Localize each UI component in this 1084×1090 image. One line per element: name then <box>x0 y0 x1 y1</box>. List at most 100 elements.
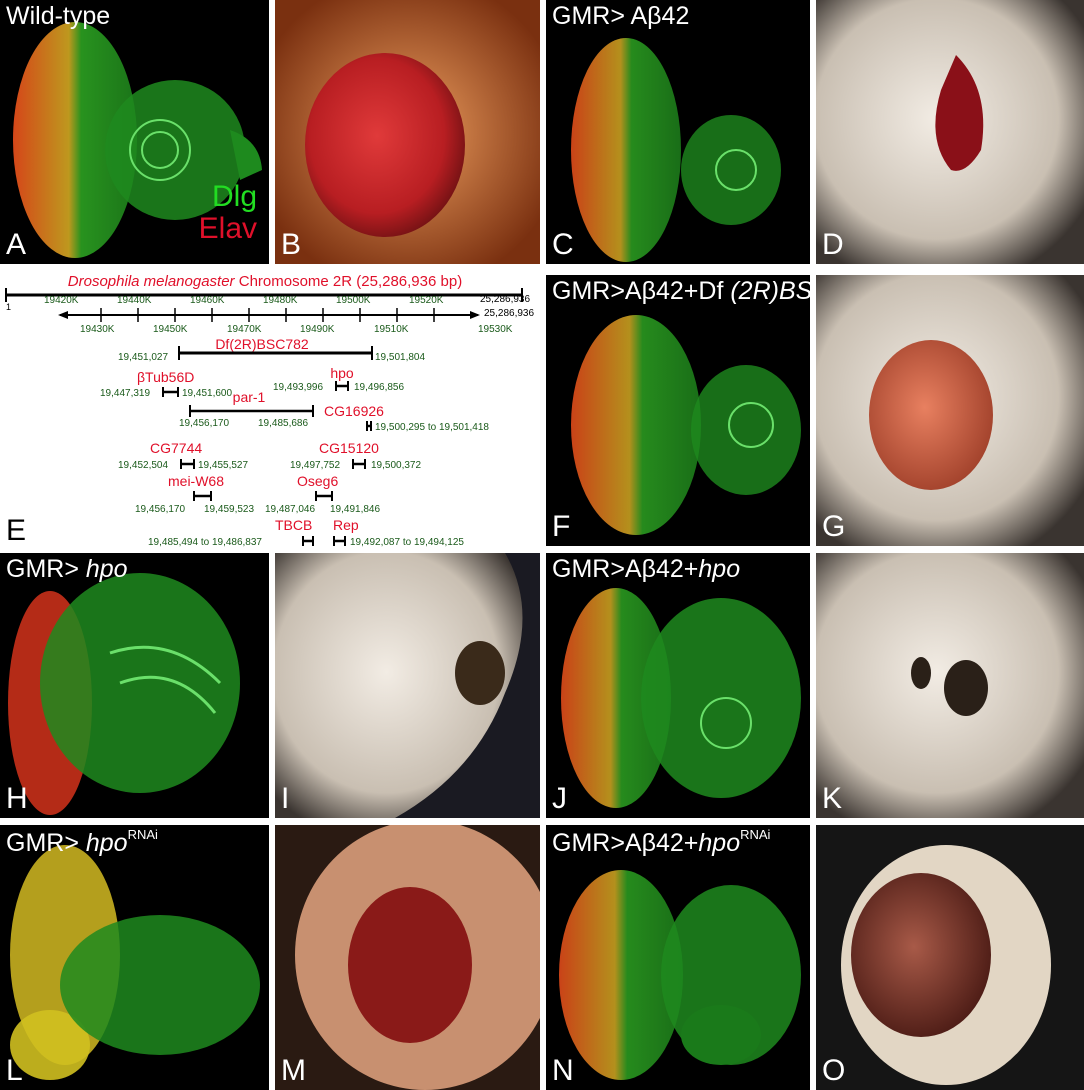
panel-label: F <box>552 510 571 543</box>
gene-name: CG15120 <box>319 440 379 456</box>
eye-disc-image <box>571 315 801 535</box>
panel-title: GMR> hpoRNAi <box>6 827 158 857</box>
adult-eye-image <box>816 275 1084 546</box>
eye-disc-image <box>10 845 260 1080</box>
panel-title: GMR> hpo <box>6 555 128 583</box>
gene-name: βTub56D <box>137 369 194 385</box>
tick-upper: 19520K <box>409 295 444 306</box>
gene-name: Rep <box>333 517 359 533</box>
adult-eye-image <box>816 825 1084 1090</box>
panel-d-adult-eye-abeta42: D <box>816 0 1084 264</box>
tick-lower: 19530K <box>478 324 513 335</box>
panel-b-adult-eye-wild-type: B <box>275 0 540 264</box>
gene-name: mei-W68 <box>168 473 224 489</box>
gene-start: 19,497,752 <box>290 460 340 471</box>
gene-start: 19,456,170 <box>135 504 185 515</box>
gene-name: hpo <box>330 365 354 381</box>
gene-name: Oseg6 <box>297 473 338 489</box>
eye-disc-image <box>8 573 240 815</box>
panel-i-adult-eye-hpo: I <box>275 553 540 818</box>
gene-name: CG16926 <box>324 403 384 419</box>
panel-label: C <box>552 228 574 261</box>
adult-eye-image <box>275 0 540 264</box>
eye-disc-image <box>571 38 781 262</box>
gene-name: par-1 <box>233 389 266 405</box>
panel-label: G <box>822 510 846 543</box>
panel-label: A <box>6 228 27 261</box>
panel-g-adult-eye-abeta42-df: G <box>816 275 1084 546</box>
gene-range: 19,492,087 to 19,494,125 <box>350 537 464 548</box>
panel-c-eye-disc-abeta42: GMR> Aβ42 C <box>546 0 810 264</box>
panel-o-adult-eye-abeta42-hpo-rnai: O <box>816 825 1084 1090</box>
panel-f-eye-disc-abeta42-df: GMR>Aβ42+Df (2R)BSC78 F <box>546 275 810 546</box>
tick-lower: 19450K <box>153 324 188 335</box>
gene-end: 19,500,372 <box>371 460 421 471</box>
panel-label: E <box>6 514 27 547</box>
panel-label: H <box>6 782 28 815</box>
panel-n-eye-disc-abeta42-hpo-rnai: GMR>Aβ42+hpoRNAi N <box>546 825 810 1090</box>
tick-upper: 19500K <box>336 295 371 306</box>
panel-l-eye-disc-hpo-rnai: GMR> hpoRNAi L <box>0 825 269 1090</box>
gene-end: 19,496,856 <box>354 382 404 393</box>
panel-label: M <box>281 1054 306 1087</box>
panel-label: D <box>822 228 844 261</box>
panel-title: GMR>Aβ42+Df (2R)BSC78 <box>552 277 810 305</box>
gene-end: 19,455,527 <box>198 460 248 471</box>
panel-label: N <box>552 1054 574 1087</box>
panel-m-adult-eye-hpo-rnai: M <box>275 825 540 1090</box>
panel-title: GMR> Aβ42 <box>552 2 690 30</box>
panel-title: Wild-type <box>6 2 111 30</box>
panel-label: B <box>281 228 302 261</box>
tick-lower: 19470K <box>227 324 262 335</box>
gene-start: 19,456,170 <box>179 418 229 429</box>
gene-start: 19,493,996 <box>273 382 323 393</box>
adult-eye-image <box>275 553 540 818</box>
map-end: 25,286,936 <box>480 294 530 305</box>
panel-label: L <box>6 1054 23 1087</box>
tick-upper: 19480K <box>263 295 298 306</box>
panel-k-adult-eye-abeta42-hpo: K <box>816 553 1084 818</box>
eye-disc-image <box>561 588 801 808</box>
eye-disc-image <box>13 22 262 258</box>
panel-title: GMR>Aβ42+hpo <box>552 555 741 583</box>
gene-start: 19,487,046 <box>265 504 315 515</box>
tick-lower: 19430K <box>80 324 115 335</box>
deficiency-end: 19,501,804 <box>375 352 425 363</box>
tick-upper: 19420K <box>44 295 79 306</box>
tick-lower: 19510K <box>374 324 409 335</box>
eye-disc-image <box>559 870 801 1080</box>
tick-upper: 19460K <box>190 295 225 306</box>
adult-eye-image <box>816 0 1084 264</box>
panel-title: GMR>Aβ42+hpoRNAi <box>552 827 771 857</box>
panel-label: J <box>552 782 567 815</box>
gene-start: 19,452,504 <box>118 460 168 471</box>
map-title: Drosophila melanogaster Chromosome 2R (2… <box>68 273 462 290</box>
map-start: 1 <box>6 302 11 312</box>
map-end-lower: 25,286,936 <box>484 308 534 319</box>
chromosome-map-diagram: Drosophila melanogaster Chromosome 2R (2… <box>5 273 534 548</box>
gene-start: 19,447,319 <box>100 388 150 399</box>
gene-name: TBCB <box>275 517 312 533</box>
panel-j-eye-disc-abeta42-hpo: GMR>Aβ42+hpo J <box>546 553 810 818</box>
tick-lower: 19490K <box>300 324 335 335</box>
panel-h-eye-disc-hpo: GMR> hpo H <box>0 553 269 818</box>
gene-range: 19,485,494 to 19,486,837 <box>148 537 262 548</box>
gene-end: 19,485,686 <box>258 418 308 429</box>
deficiency-start: 19,451,027 <box>118 352 168 363</box>
tick-upper: 19440K <box>117 295 152 306</box>
panel-label: I <box>281 782 290 815</box>
gene-end: 19,491,846 <box>330 504 380 515</box>
panel-label: K <box>822 782 843 815</box>
panel-a-eye-disc-wild-type: Wild-type Dlg Elav A <box>0 0 269 264</box>
legend-dlg: Dlg <box>211 180 257 213</box>
gene-end: 19,459,523 <box>204 504 254 515</box>
legend-elav: Elav <box>198 212 257 245</box>
panel-e-chromosome-map: Drosophila melanogaster Chromosome 2R (2… <box>0 268 546 550</box>
gene-end: 19,451,600 <box>182 388 232 399</box>
panel-label: O <box>822 1054 846 1087</box>
gene-range: 19,500,295 to 19,501,418 <box>375 422 489 433</box>
adult-eye-image <box>275 825 540 1090</box>
gene-name: CG7744 <box>150 440 202 456</box>
deficiency-name: Df(2R)BSC782 <box>215 336 309 352</box>
adult-eye-image <box>816 553 1084 818</box>
